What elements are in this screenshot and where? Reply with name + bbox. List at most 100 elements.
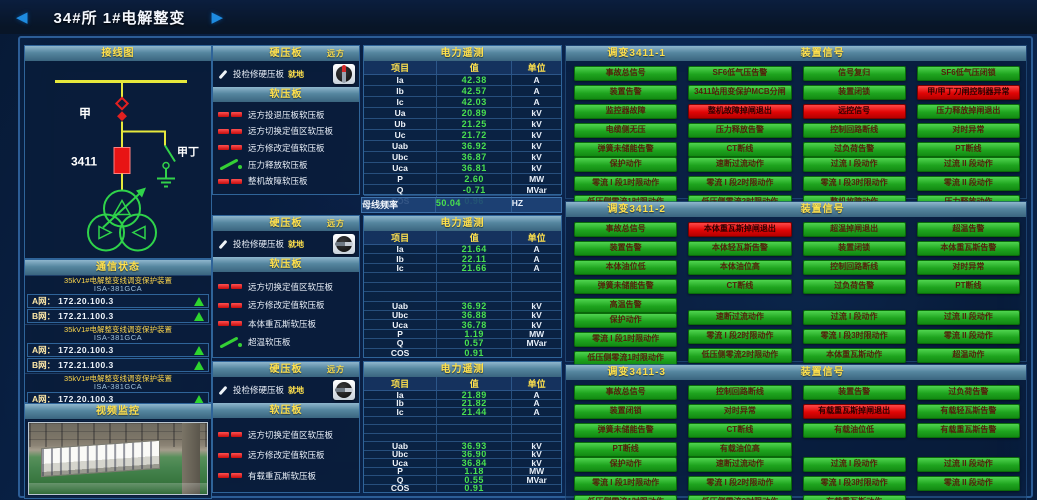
signal-indicator[interactable]: CT断线 <box>688 423 792 438</box>
signal-indicator[interactable]: 有载重瓦斯动作 <box>802 495 906 500</box>
signal-indicator[interactable]: PT断线 <box>916 142 1020 157</box>
signal-indicator[interactable]: 速断过流动作 <box>688 157 792 172</box>
signal-indicator[interactable]: 事故总信号 <box>574 66 678 81</box>
signal-indicator[interactable]: PT断线 <box>916 279 1020 294</box>
signal-indicator[interactable]: PT断线 <box>574 442 678 457</box>
soft-plate-item[interactable]: 本体重瓦斯软压板 <box>217 318 355 330</box>
signal-indicator[interactable]: 装置闭锁 <box>574 404 678 419</box>
signal-indicator[interactable]: 本体重瓦斯掉闸退出 <box>688 222 792 237</box>
signal-indicator[interactable]: CT断线 <box>688 279 792 294</box>
signal-indicator[interactable]: 过负荷告警 <box>802 142 906 157</box>
signal-indicator[interactable]: 超温掉闸退出 <box>802 222 906 237</box>
signal-indicator[interactable]: 本体重瓦斯动作 <box>802 348 906 363</box>
signal-indicator[interactable]: 低压侧零流2时限动作 <box>688 495 792 500</box>
signal-indicator[interactable]: 电缆侧无压 <box>574 123 678 138</box>
signal-indicator[interactable]: 低压侧零流1时限动作 <box>574 495 678 500</box>
soft-plate-item[interactable]: 远方修改定值软压板 <box>217 299 355 311</box>
signal-indicator[interactable]: 有载油位高 <box>688 442 792 457</box>
disconnector-symbol[interactable] <box>114 96 130 111</box>
signal-indicator[interactable]: 零流 I 段1时限动作 <box>574 476 678 491</box>
signal-indicator[interactable]: 零流 II 段动作 <box>916 176 1020 191</box>
signal-indicator[interactable]: 本体油位高 <box>688 260 792 275</box>
soft-plate-item[interactable]: 远方投退压板软压板 <box>217 109 355 121</box>
signal-indicator[interactable]: 有载轻瓦斯告警 <box>916 404 1020 419</box>
signal-indicator[interactable]: 零流 II 段动作 <box>916 329 1020 344</box>
signal-indicator[interactable]: 过流 II 段动作 <box>916 457 1020 472</box>
signal-indicator[interactable]: 装置告警 <box>802 385 906 400</box>
signal-indicator[interactable]: 本体油位低 <box>574 260 678 275</box>
signal-indicator[interactable]: 保护动作 <box>574 157 678 172</box>
signal-indicator[interactable]: 对时异常 <box>916 123 1020 138</box>
signal-indicator[interactable]: 速断过流动作 <box>688 310 792 325</box>
signal-indicator[interactable]: 过流 I 段动作 <box>802 457 906 472</box>
signal-indicator[interactable]: SF6低气压告警 <box>688 66 792 81</box>
signal-indicator[interactable]: 压力释放掉闸退出 <box>916 104 1020 119</box>
signal-indicator[interactable]: 监控器故障 <box>574 104 678 119</box>
signal-indicator[interactable]: 零流 I 段2时限动作 <box>688 476 792 491</box>
signal-indicator[interactable]: 高温告警 <box>574 298 678 313</box>
remote-local-switch[interactable] <box>333 64 355 84</box>
soft-plate-item[interactable]: 超温软压板 <box>217 336 355 348</box>
signal-indicator[interactable]: 远控信号 <box>802 104 906 119</box>
signal-indicator[interactable]: 过流 II 段动作 <box>916 157 1020 172</box>
signal-indicator[interactable]: 有载重瓦斯告警 <box>916 423 1020 438</box>
signal-indicator[interactable]: 零流 I 段1时限动作 <box>574 332 678 347</box>
signal-indicator[interactable]: 零流 I 段3时限动作 <box>802 176 906 191</box>
signal-indicator[interactable]: CT断线 <box>688 142 792 157</box>
signal-indicator[interactable]: 控制回路断线 <box>802 260 906 275</box>
soft-plate-item[interactable]: 有载重瓦斯软压板 <box>217 470 355 482</box>
soft-plate-item[interactable]: 压力释放软压板 <box>217 159 355 171</box>
signal-indicator[interactable]: 过负荷告警 <box>802 279 906 294</box>
signal-indicator[interactable]: 对时异常 <box>688 404 792 419</box>
signal-indicator[interactable]: 装置告警 <box>574 241 678 256</box>
signal-indicator[interactable]: 信号复归 <box>802 66 906 81</box>
signal-indicator[interactable]: 对时异常 <box>916 260 1020 275</box>
signal-indicator[interactable]: 3411站用变保护MCB分闸 <box>688 85 792 100</box>
next-page-button[interactable]: ▶ <box>211 8 223 26</box>
remote-local-switch[interactable] <box>333 234 355 254</box>
signal-indicator[interactable]: 超温动作 <box>916 348 1020 363</box>
signal-indicator[interactable]: 事故总信号 <box>574 385 678 400</box>
signal-indicator[interactable]: 过流 I 段动作 <box>802 310 906 325</box>
soft-plate-item[interactable]: 远方切换定值区软压板 <box>217 429 355 441</box>
signal-indicator[interactable]: 过负荷告警 <box>916 385 1020 400</box>
signal-indicator[interactable]: SF6低气压闭锁 <box>916 66 1020 81</box>
signal-indicator[interactable]: 压力释放告警 <box>688 123 792 138</box>
signal-indicator[interactable]: 有载油位低 <box>802 423 906 438</box>
signal-indicator[interactable]: 零流 I 段2时限动作 <box>688 329 792 344</box>
signal-indicator[interactable]: 保护动作 <box>574 457 678 472</box>
signal-indicator[interactable]: 速断过流动作 <box>688 457 792 472</box>
signal-indicator[interactable]: 装置闭锁 <box>802 85 906 100</box>
signal-indicator[interactable]: 本体轻瓦斯告警 <box>688 241 792 256</box>
signal-indicator[interactable]: 装置告警 <box>574 85 678 100</box>
soft-plate-item[interactable]: 远方修改定值软压板 <box>217 142 355 154</box>
signal-indicator[interactable]: 装置闭锁 <box>802 241 906 256</box>
signal-indicator[interactable]: 过流 I 段动作 <box>802 157 906 172</box>
signal-indicator[interactable]: 甲/甲丁刀闸控制器异常 <box>916 85 1020 100</box>
soft-plate-item[interactable]: 远方切换定值区软压板 <box>217 281 355 293</box>
signal-indicator[interactable]: 超温告警 <box>916 222 1020 237</box>
remote-local-switch[interactable] <box>333 380 355 400</box>
earth-switch-blade[interactable] <box>164 144 176 163</box>
signal-indicator[interactable]: 弹簧未储能告警 <box>574 279 678 294</box>
soft-plate-item[interactable]: 远方切换定值区软压板 <box>217 125 355 137</box>
signal-indicator[interactable]: 保护动作 <box>574 313 678 328</box>
signal-indicator[interactable]: 弹簧未储能告警 <box>574 423 678 438</box>
signal-indicator[interactable]: 控制回路断线 <box>688 385 792 400</box>
signal-indicator[interactable]: 整机故障掉闸退出 <box>688 104 792 119</box>
signal-indicator[interactable]: 控制回路断线 <box>802 123 906 138</box>
signal-indicator[interactable]: 有载重瓦斯掉闸退出 <box>802 404 906 419</box>
signal-indicator[interactable]: 零流 I 段3时限动作 <box>802 329 906 344</box>
signal-indicator[interactable]: 事故总信号 <box>574 222 678 237</box>
breaker-symbol[interactable] <box>113 147 131 174</box>
signal-indicator[interactable]: 零流 I 段1时限动作 <box>574 176 678 191</box>
signal-indicator[interactable]: 零流 I 段2时限动作 <box>688 176 792 191</box>
camera-feed[interactable] <box>28 422 208 495</box>
signal-indicator[interactable]: 低压侧零流2时限动作 <box>688 348 792 363</box>
signal-indicator[interactable]: 弹簧未储能告警 <box>574 142 678 157</box>
signal-indicator[interactable]: 本体重瓦斯告警 <box>916 241 1020 256</box>
signal-indicator[interactable]: 过流 II 段动作 <box>916 310 1020 325</box>
prev-page-button[interactable]: ◀ <box>16 8 28 26</box>
soft-plate-item[interactable]: 整机故障软压板 <box>217 175 355 187</box>
signal-indicator[interactable]: 零流 II 段动作 <box>916 476 1020 491</box>
